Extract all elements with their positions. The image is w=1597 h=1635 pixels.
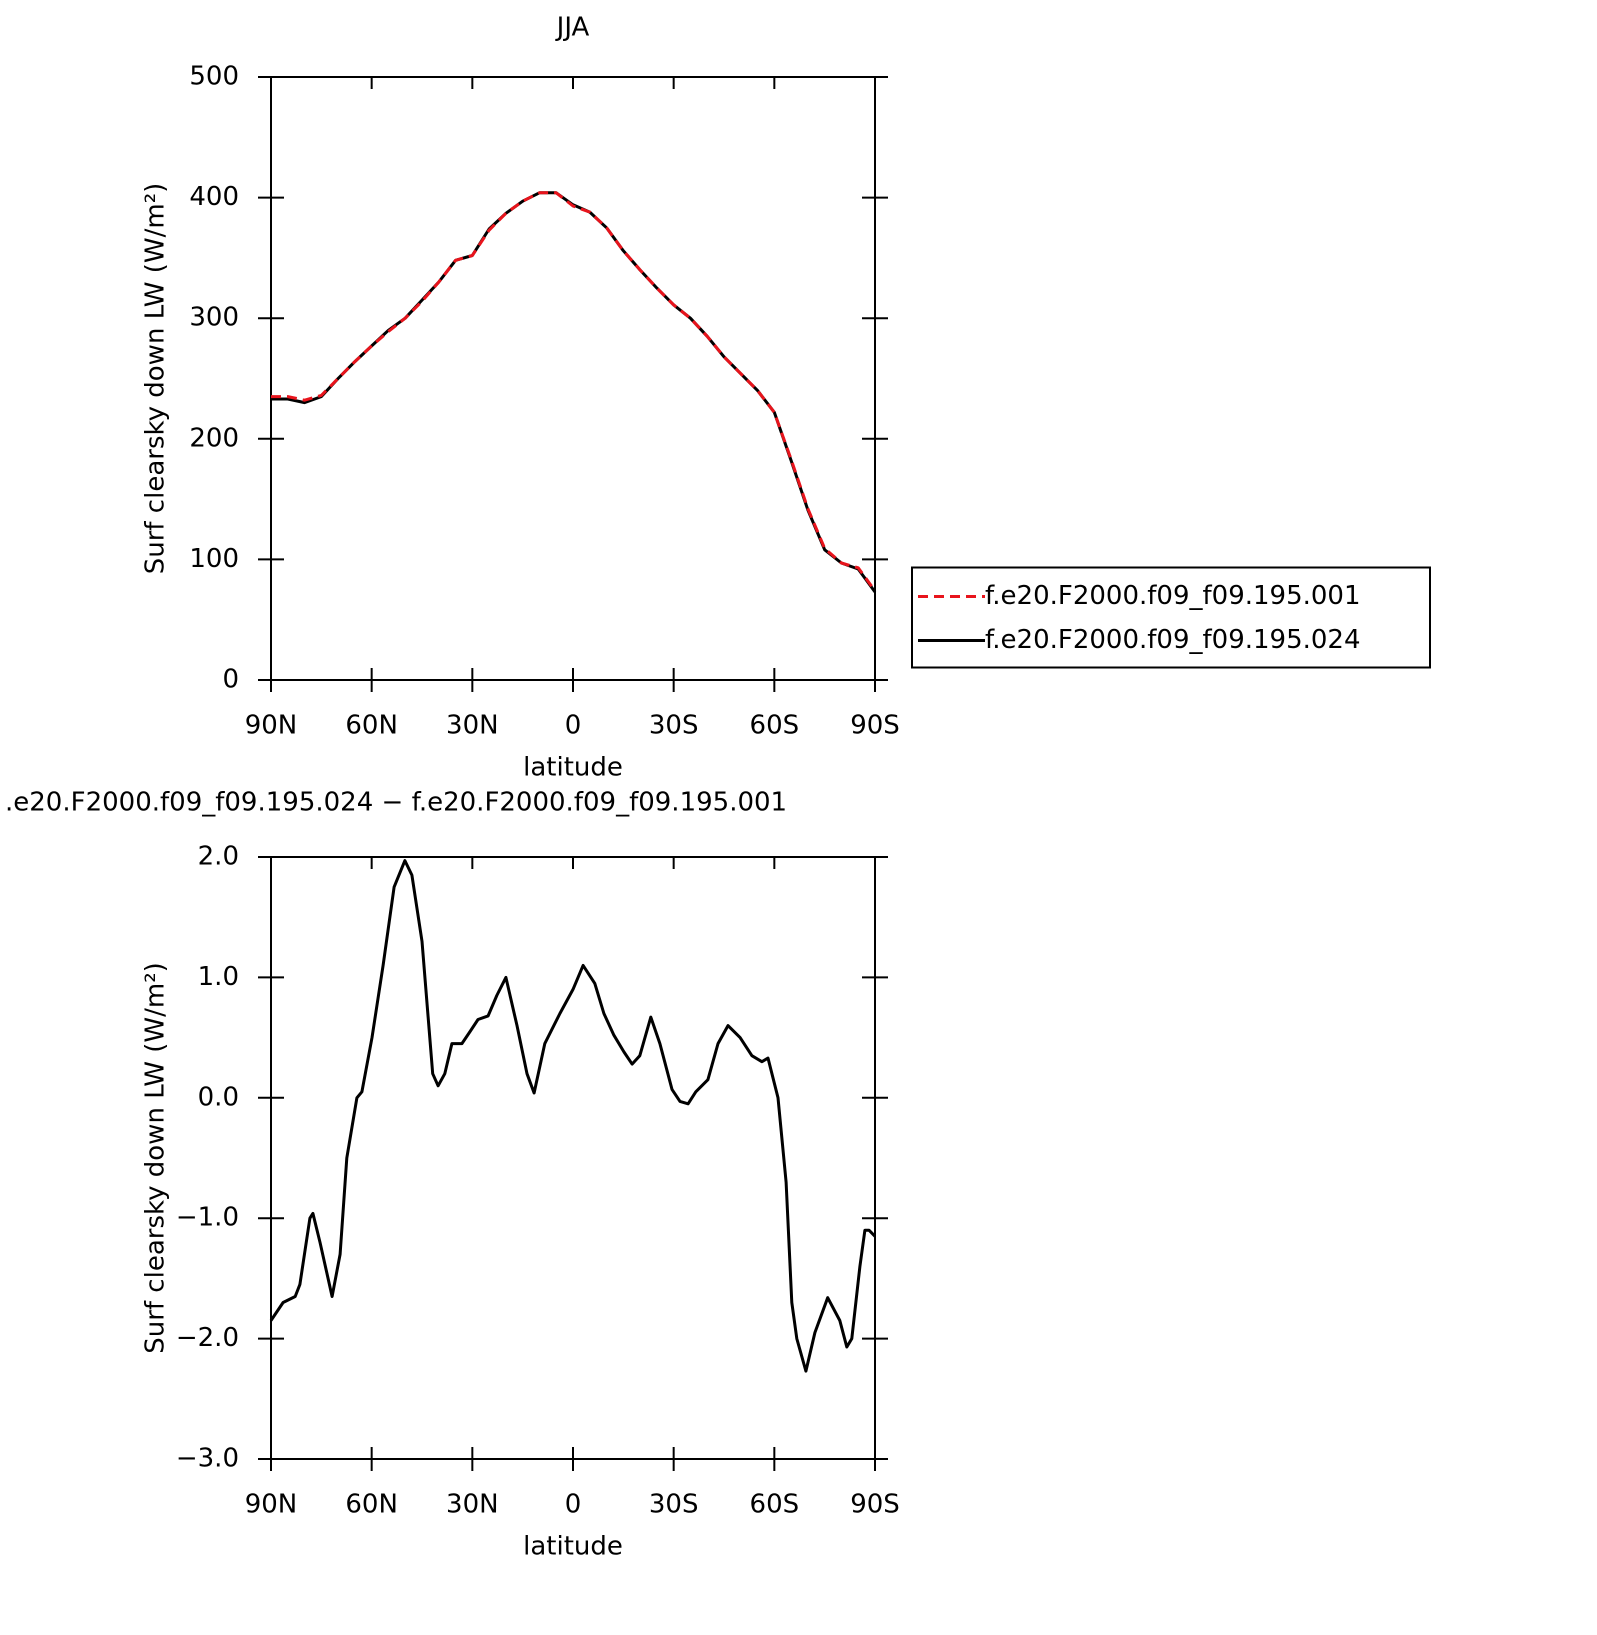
data-line (271, 191, 877, 593)
legend-box (911, 566, 1431, 669)
x-tick-label: 90N (245, 711, 298, 741)
x-tick-label: 30N (446, 711, 499, 741)
legend-label: f.e20.F2000.f09_f09.195.024 (985, 625, 1361, 655)
y-tick-label: −2.0 (176, 1323, 239, 1353)
y-tick-label: 0.0 (198, 1082, 239, 1112)
plot-frame (270, 76, 876, 681)
y-tick-label: 0 (222, 665, 239, 695)
y-tick-label: −3.0 (176, 1444, 239, 1474)
y-tick-label: 400 (189, 182, 239, 212)
x-tick-label: 60S (750, 711, 800, 741)
y-tick-label: 1.0 (198, 962, 239, 992)
x-tick-label: 30S (649, 1490, 699, 1520)
y-tick-label: −1.0 (176, 1203, 239, 1233)
x-tick-label: 30S (649, 711, 699, 741)
data-line (271, 191, 877, 592)
x-tick-label: 30N (446, 1490, 499, 1520)
legend-label: f.e20.F2000.f09_f09.195.001 (985, 581, 1361, 611)
x-tick-label: 60N (345, 711, 398, 741)
y-tick-label: 2.0 (198, 842, 239, 872)
y-tick-label: 200 (189, 423, 239, 453)
x-tick-label: 90N (245, 1490, 298, 1520)
x-axis-label: latitude (523, 1532, 623, 1562)
chart-title: .e20.F2000.f09_f09.195.024 − f.e20.F2000… (5, 788, 787, 818)
x-tick-label: 90S (850, 1490, 900, 1520)
x-tick-label: 60S (750, 1490, 800, 1520)
y-tick-label: 500 (189, 62, 239, 92)
x-axis-label: latitude (523, 753, 623, 783)
x-tick-label: 0 (565, 1490, 582, 1520)
y-tick-label: 100 (189, 544, 239, 574)
x-tick-label: 90S (850, 711, 900, 741)
y-axis-label: Surf clearsky down LW (W/m²) (141, 183, 171, 575)
x-tick-label: 60N (345, 1490, 398, 1520)
plot-frame (270, 856, 876, 1460)
y-tick-label: 300 (189, 303, 239, 333)
y-axis-label: Surf clearsky down LW (W/m²) (141, 962, 171, 1354)
data-line (269, 859, 877, 1373)
chart-title: JJA (555, 13, 590, 43)
x-tick-label: 0 (565, 711, 582, 741)
